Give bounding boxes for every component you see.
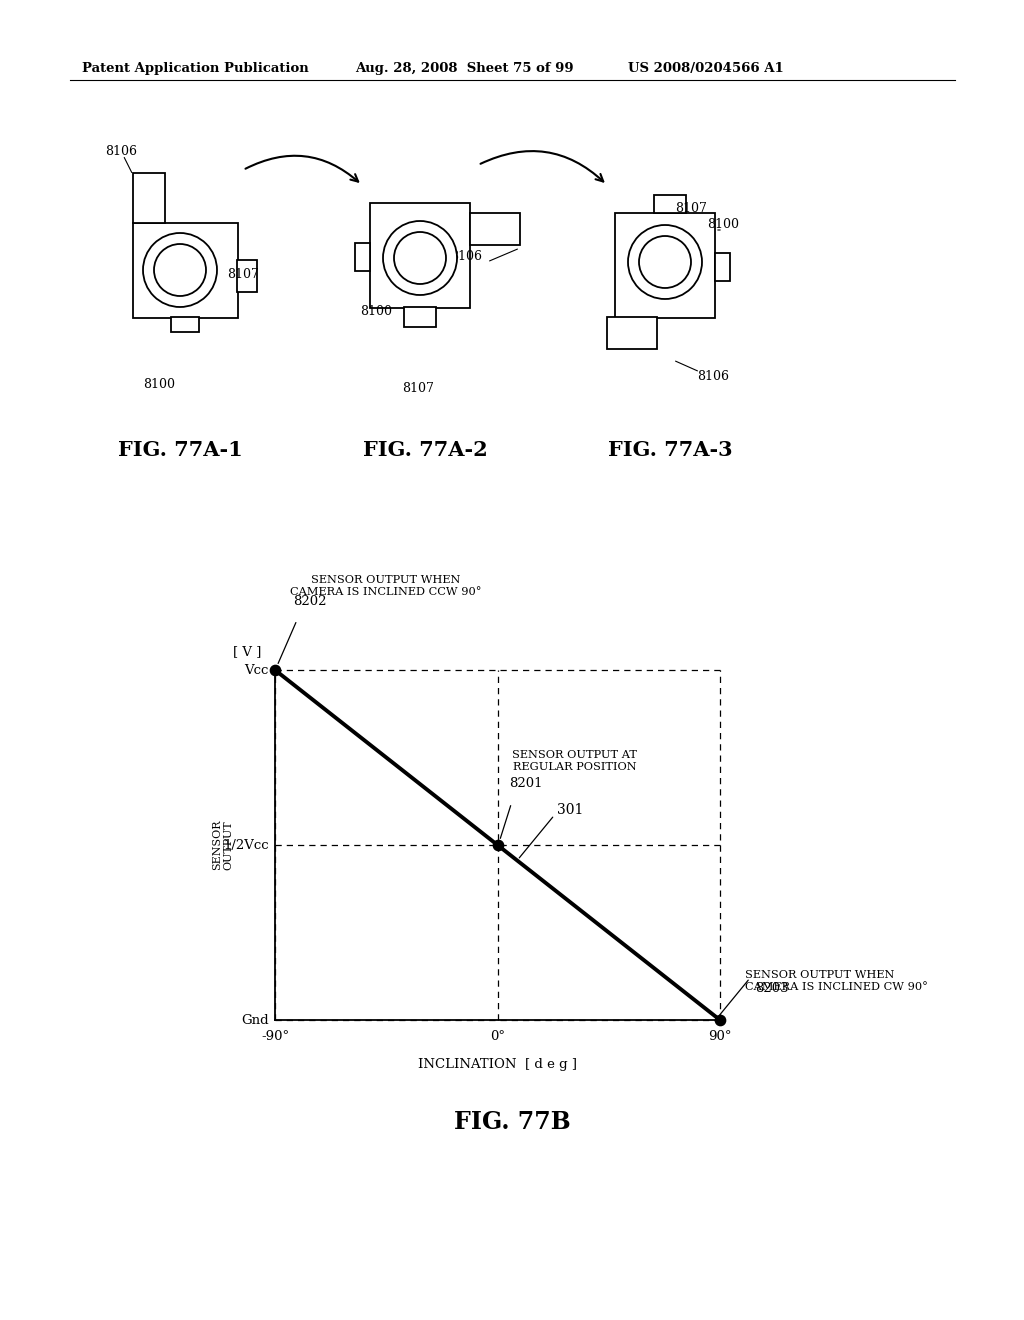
- FancyArrowPatch shape: [246, 156, 358, 182]
- Point: [712, 1010, 728, 1031]
- Text: 8106: 8106: [697, 370, 729, 383]
- Text: Aug. 28, 2008  Sheet 75 of 99: Aug. 28, 2008 Sheet 75 of 99: [355, 62, 573, 75]
- Text: 8201: 8201: [510, 777, 543, 789]
- Text: 8106: 8106: [105, 145, 137, 158]
- Bar: [355, 243, 370, 271]
- Bar: [133, 223, 238, 318]
- Circle shape: [394, 232, 446, 284]
- Circle shape: [143, 234, 217, 308]
- Circle shape: [639, 236, 691, 288]
- Point: [489, 834, 506, 855]
- Text: Vcc: Vcc: [245, 664, 269, 676]
- Bar: [171, 317, 199, 333]
- Text: INCLINATION  [ d e g ]: INCLINATION [ d e g ]: [418, 1059, 577, 1071]
- Text: -90°: -90°: [261, 1030, 289, 1043]
- Bar: [715, 253, 730, 281]
- Text: 90°: 90°: [709, 1030, 732, 1043]
- Text: 8100: 8100: [143, 378, 175, 391]
- Text: Patent Application Publication: Patent Application Publication: [82, 62, 309, 75]
- Text: 8106: 8106: [450, 249, 482, 263]
- Bar: [470, 213, 520, 246]
- Circle shape: [383, 220, 457, 294]
- Text: 1/2Vcc: 1/2Vcc: [223, 838, 269, 851]
- Text: FIG. 77A-1: FIG. 77A-1: [118, 440, 243, 459]
- Text: SENSOR OUTPUT AT
REGULAR POSITION: SENSOR OUTPUT AT REGULAR POSITION: [512, 750, 638, 772]
- Text: 8107: 8107: [227, 268, 259, 281]
- Text: 8202: 8202: [293, 595, 327, 609]
- Bar: [615, 213, 715, 318]
- Text: 8107: 8107: [675, 202, 707, 215]
- Text: 0°: 0°: [490, 1030, 505, 1043]
- Bar: [133, 173, 165, 223]
- Bar: [654, 195, 686, 213]
- Text: Gnd: Gnd: [242, 1014, 269, 1027]
- Text: SENSOR OUTPUT WHEN
CAMERA IS INCLINED CCW 90°: SENSOR OUTPUT WHEN CAMERA IS INCLINED CC…: [290, 576, 481, 597]
- Bar: [404, 308, 436, 327]
- Point: [267, 660, 284, 681]
- Text: FIG. 77B: FIG. 77B: [454, 1110, 570, 1134]
- Text: SENSOR
OUTPUT: SENSOR OUTPUT: [212, 820, 233, 870]
- Text: US 2008/0204566 A1: US 2008/0204566 A1: [628, 62, 783, 75]
- Text: FIG. 77A-3: FIG. 77A-3: [607, 440, 732, 459]
- Text: 8100: 8100: [360, 305, 392, 318]
- Bar: [607, 317, 657, 348]
- Bar: [370, 203, 470, 308]
- Circle shape: [154, 244, 206, 296]
- Circle shape: [628, 224, 702, 300]
- Text: SENSOR OUTPUT WHEN
CAMERA IS INCLINED CW 90°: SENSOR OUTPUT WHEN CAMERA IS INCLINED CW…: [745, 970, 928, 991]
- Text: 8100: 8100: [707, 218, 739, 231]
- Text: [ V ]: [ V ]: [232, 645, 261, 659]
- Text: 8107: 8107: [402, 381, 434, 395]
- Bar: [237, 260, 257, 292]
- Text: 301: 301: [557, 803, 584, 817]
- Text: FIG. 77A-2: FIG. 77A-2: [362, 440, 487, 459]
- FancyArrowPatch shape: [480, 150, 603, 182]
- Text: 8203: 8203: [755, 982, 788, 995]
